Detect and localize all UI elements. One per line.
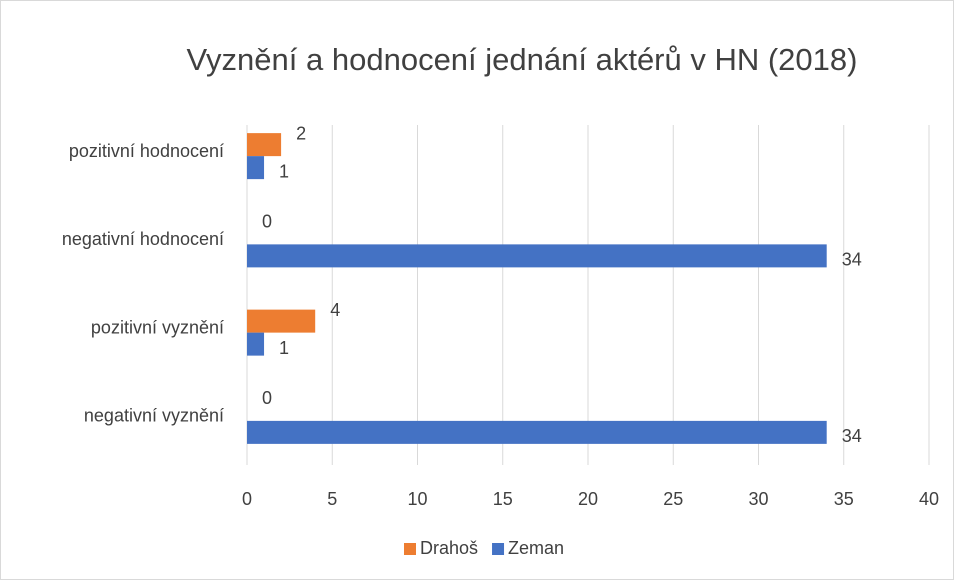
legend-swatch — [404, 543, 416, 555]
x-tick-label: 10 — [407, 489, 427, 509]
x-tick-label: 35 — [834, 489, 854, 509]
data-label: 0 — [262, 212, 272, 232]
data-label: 1 — [279, 338, 289, 358]
data-label: 34 — [842, 250, 862, 270]
bar — [247, 332, 265, 356]
x-tick-label: 25 — [663, 489, 683, 509]
y-tick-label: pozitivní vyznění — [91, 317, 224, 337]
bar — [247, 156, 265, 180]
y-tick-label: negativní hodnocení — [62, 229, 224, 249]
x-tick-label: 30 — [748, 489, 768, 509]
legend-swatch — [492, 543, 505, 555]
chart-title: Vyznění a hodnocení jednání aktérů v HN … — [187, 42, 858, 77]
y-tick-label: negativní vyznění — [84, 406, 224, 426]
x-tick-label: 15 — [493, 489, 513, 509]
data-label: 34 — [842, 426, 862, 446]
bar — [247, 133, 282, 157]
bar — [247, 244, 827, 268]
legend-label: Zeman — [508, 538, 564, 558]
data-label: 2 — [296, 123, 306, 143]
x-tick-label: 0 — [242, 489, 252, 509]
data-label: 0 — [262, 388, 272, 408]
bar — [247, 309, 316, 333]
y-tick-label: pozitivní hodnocení — [69, 141, 224, 161]
x-tick-label: 5 — [327, 489, 337, 509]
data-label: 4 — [330, 300, 340, 320]
x-tick-label: 20 — [578, 489, 598, 509]
legend-label: Drahoš — [420, 538, 478, 558]
bar — [247, 420, 827, 444]
data-label: 1 — [279, 161, 289, 181]
x-tick-label: 40 — [919, 489, 939, 509]
